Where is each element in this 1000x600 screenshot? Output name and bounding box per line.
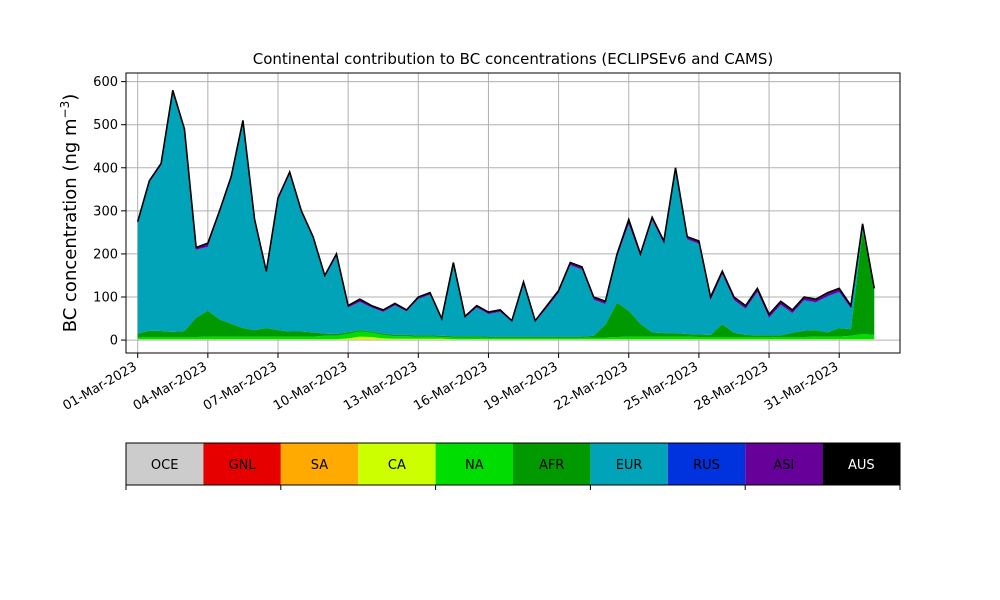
y-tick-label: 100 <box>93 291 118 306</box>
legend-label-sa: SA <box>311 458 328 473</box>
legend-swatch-aus <box>822 443 900 485</box>
legend-label-asi: ASI <box>773 458 794 473</box>
legend-label-eur: EUR <box>616 458 643 473</box>
legend-label-rus: RUS <box>693 458 720 473</box>
x-tick-label: 16-Mar-2023 <box>411 359 490 413</box>
legend-colorbar: OCE GNL SA CA NA AFR EUR RUS ASI AUS <box>125 442 901 490</box>
legend-label-oce: OCE <box>151 458 179 473</box>
legend-swatch-eur <box>590 443 668 485</box>
y-tick-label: 600 <box>93 75 118 90</box>
x-tick-label: 01-Mar-2023 <box>61 359 140 413</box>
x-tick-label: 31-Mar-2023 <box>762 359 841 413</box>
y-tick-label: 500 <box>93 118 118 133</box>
stacked-areas <box>137 90 875 341</box>
legend-label-aus: AUS <box>848 458 875 473</box>
plot-frame <box>125 72 901 354</box>
y-tick-label: 200 <box>93 247 118 262</box>
legend-swatch-rus <box>667 443 746 485</box>
legend-label-ca: CA <box>388 458 406 473</box>
y-tick-label: 0 <box>110 334 118 349</box>
x-tick-label: 22-Mar-2023 <box>552 359 631 413</box>
legend-frame <box>125 442 901 486</box>
y-tick-label: 300 <box>93 204 118 219</box>
x-tick-label: 07-Mar-2023 <box>201 359 280 413</box>
total-concentration-line <box>136 89 876 323</box>
legend-label-gnl: GNL <box>229 458 257 473</box>
legend-label-na: NA <box>465 458 484 473</box>
y-tick-label: 400 <box>93 161 118 176</box>
chart-title: Continental contribution to BC concentra… <box>253 50 774 68</box>
x-tick-label: 28-Mar-2023 <box>692 359 771 413</box>
legend-swatch-oce <box>126 443 204 485</box>
y-axis: 0 100 200 300 400 500 600 <box>93 75 126 349</box>
legend-swatch-gnl <box>203 443 281 485</box>
area-na <box>137 331 875 340</box>
x-tick-label: 10-Mar-2023 <box>271 359 350 413</box>
legend-swatch-sa <box>280 443 359 485</box>
x-axis: 01-Mar-202304-Mar-202307-Mar-202310-Mar-… <box>61 353 841 414</box>
x-tick-label: 13-Mar-2023 <box>341 359 420 413</box>
x-tick-label: 25-Mar-2023 <box>622 359 701 413</box>
y-axis-label: BC concentration (ng m−3) <box>58 94 81 333</box>
area-eur <box>137 92 875 337</box>
area-afr <box>137 230 875 338</box>
legend-swatch-ca <box>358 443 436 485</box>
legend-swatch-afr <box>513 443 591 485</box>
area-ca <box>137 336 875 340</box>
legend-swatch-na <box>435 443 513 485</box>
legend-swatch-asi <box>745 443 823 485</box>
x-tick-label: 19-Mar-2023 <box>481 359 560 413</box>
x-tick-label: 04-Mar-2023 <box>131 359 210 413</box>
legend-label-afr: AFR <box>539 458 564 473</box>
